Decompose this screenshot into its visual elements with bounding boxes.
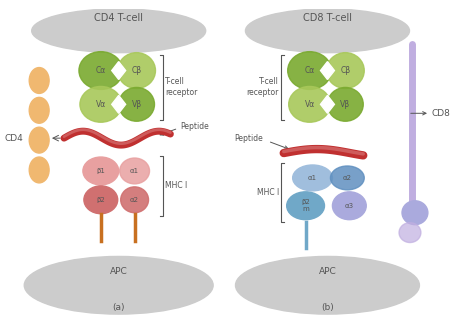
Text: Vβ: Vβ [340,100,350,109]
Text: Peptide: Peptide [180,122,209,131]
Polygon shape [320,62,335,80]
Text: CD8: CD8 [432,109,451,118]
Ellipse shape [327,53,364,88]
Text: Vβ: Vβ [131,100,142,109]
Text: Cβ: Cβ [131,66,142,75]
Text: MHC I: MHC I [256,188,279,197]
Text: α1: α1 [308,175,317,181]
Ellipse shape [118,87,155,121]
Text: Cα: Cα [96,66,106,75]
Ellipse shape [332,192,366,220]
Text: APC: APC [319,267,337,276]
Text: Peptide: Peptide [234,134,263,143]
Polygon shape [112,96,126,113]
Ellipse shape [289,86,330,122]
Ellipse shape [287,192,325,220]
Text: Vα: Vα [96,100,106,109]
Ellipse shape [29,67,49,94]
Text: α3: α3 [345,203,354,209]
Text: Vα: Vα [304,100,315,109]
Ellipse shape [29,157,49,183]
Ellipse shape [83,157,118,185]
Ellipse shape [328,87,363,121]
Text: α2: α2 [130,197,139,203]
Text: T-cell
receptor: T-cell receptor [246,77,279,97]
Ellipse shape [402,201,428,225]
Ellipse shape [79,52,123,89]
Ellipse shape [29,127,49,153]
Text: CD4: CD4 [4,134,23,143]
Ellipse shape [84,186,118,214]
Text: CD4 T-cell: CD4 T-cell [94,13,143,23]
Text: CD8 T-cell: CD8 T-cell [303,13,352,23]
Text: Cα: Cα [304,66,315,75]
Ellipse shape [399,223,421,243]
Ellipse shape [288,52,331,89]
Ellipse shape [120,158,149,184]
Text: β1: β1 [96,168,105,174]
Text: Cβ: Cβ [340,66,350,75]
Text: (a): (a) [112,303,125,312]
Ellipse shape [24,257,213,314]
Text: T-cell
receptor: T-cell receptor [165,77,198,97]
Text: β2
m: β2 m [301,199,310,212]
Ellipse shape [118,53,155,88]
Ellipse shape [236,257,419,314]
Text: APC: APC [110,267,128,276]
Ellipse shape [32,9,206,53]
Polygon shape [112,62,126,80]
Ellipse shape [246,9,410,53]
Text: (b): (b) [321,303,334,312]
Text: α2: α2 [343,175,352,181]
Ellipse shape [29,97,49,123]
Ellipse shape [80,86,122,122]
Text: β2: β2 [96,197,105,203]
Ellipse shape [121,187,148,213]
Ellipse shape [292,165,332,191]
Text: α1: α1 [130,168,139,174]
Polygon shape [320,96,335,113]
Ellipse shape [330,166,364,190]
Text: MHC I: MHC I [165,181,188,190]
